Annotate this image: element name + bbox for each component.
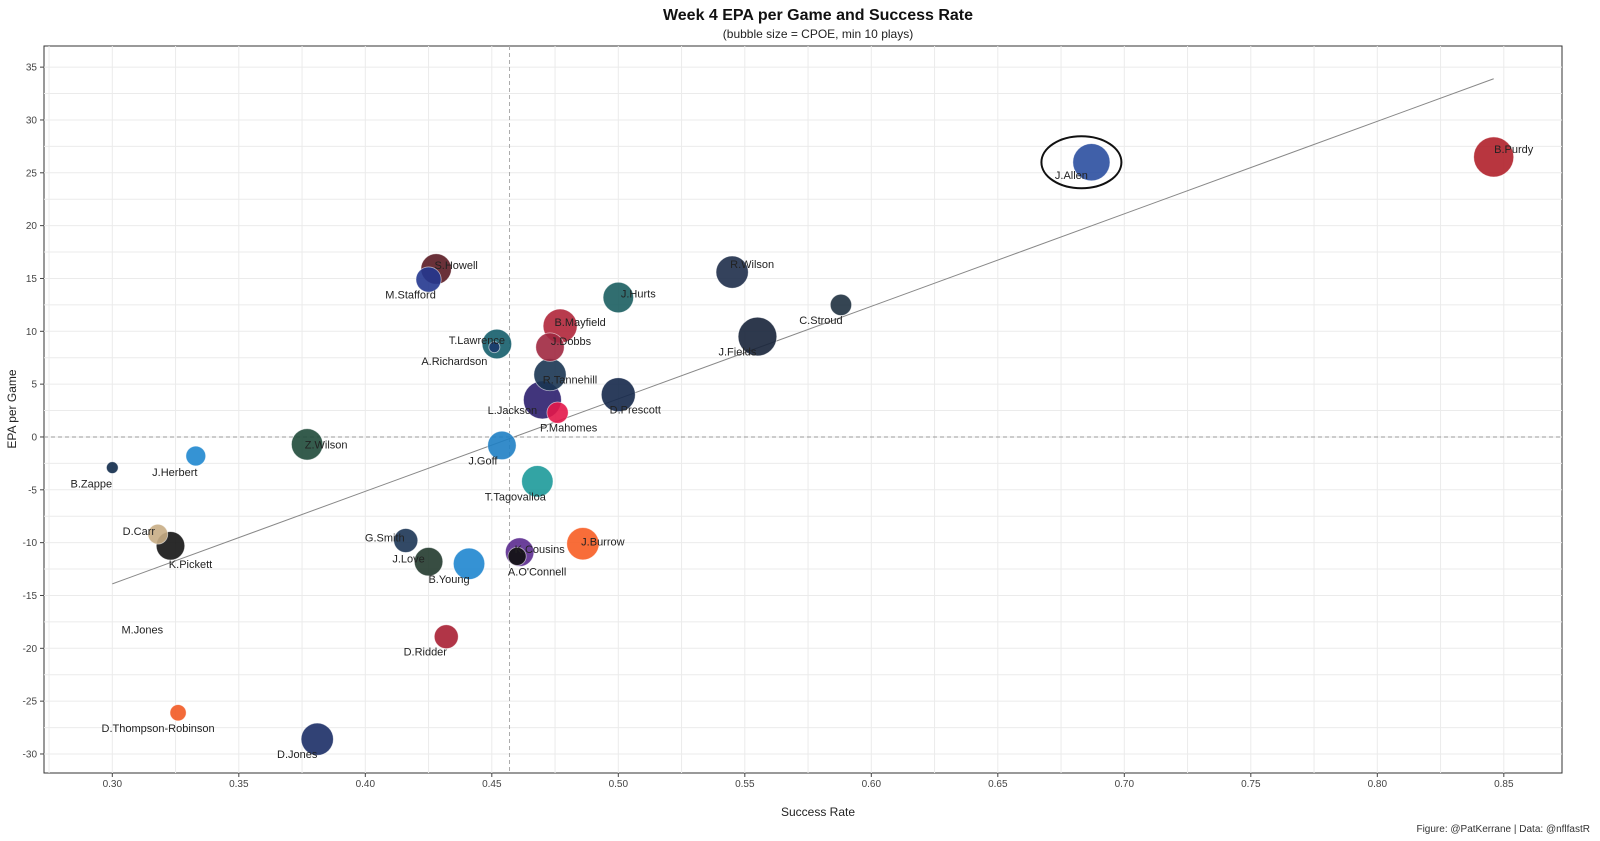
point-label-z-wilson: Z.Wilson: [305, 439, 348, 451]
point-label-p-mahomes: P.Mahomes: [540, 423, 598, 435]
point-label-d-ridder: D.Ridder: [404, 647, 448, 659]
point-label-c-stroud: C.Stroud: [799, 315, 842, 327]
bubble-d-carr: [147, 523, 169, 545]
bubble-d-jones: [300, 722, 334, 756]
bubble-j-fields: [737, 316, 778, 357]
point-label-t-tagovailoa: T.Tagovailoa: [485, 491, 547, 503]
x-tick-label: 0.50: [609, 779, 629, 790]
bubble-j-love: [413, 547, 444, 577]
axes: 0.30 0.35 0.40 0.45 0.50 0.55 0.60 0.65 0.70 0.75…: [23, 63, 1514, 790]
x-tick-label: 0.60: [862, 779, 882, 790]
x-tick-label: 0.35: [229, 779, 249, 790]
point-label-a-richardson: A.Richardson: [421, 356, 487, 368]
point-label-b-mayfield: B.Mayfield: [554, 317, 605, 329]
bubble-d-ridder: [433, 624, 459, 650]
bubble-p-mahomes: [546, 401, 569, 424]
bubble-j-hurts: [602, 281, 634, 314]
trend-line: [112, 78, 1494, 585]
point-label-d-prescott: D.Prescott: [610, 405, 661, 417]
chart-caption: Figure: @PatKerrane | Data: @nflfastR: [1416, 824, 1590, 835]
y-tick-label: 15: [26, 274, 38, 285]
bubble-m-stafford: [415, 266, 442, 293]
bubble-b-zappe: [106, 461, 119, 474]
y-tick-label: 30: [26, 115, 38, 126]
point-label-r-wilson: R.Wilson: [730, 259, 774, 271]
x-tick-label: 0.80: [1368, 779, 1388, 790]
y-tick-label: -20: [23, 644, 38, 655]
chart-subtitle: (bubble size = CPOE, min 10 plays): [723, 27, 913, 41]
data-points: [106, 135, 1515, 756]
point-label-b-zappe: B.Zappe: [71, 479, 113, 491]
bubble-j-dobbs: [535, 332, 565, 362]
bubble-a-richardson: [488, 341, 501, 354]
chart-title: Week 4 EPA per Game and Success Rate: [663, 7, 973, 24]
y-tick-label: 25: [26, 168, 38, 179]
bubble-j-allen: [1072, 143, 1111, 182]
plot-area: [43, 45, 1563, 774]
y-tick-label: 5: [31, 380, 37, 391]
point-label-d-carr: D.Carr: [123, 526, 156, 538]
y-tick-label: 0: [31, 432, 37, 443]
point-label-a-o-connell: A.O'Connell: [508, 566, 566, 578]
point-label-j-hurts: J.Hurts: [621, 288, 656, 300]
y-tick-label: 35: [26, 63, 38, 74]
point-label-k-cousins: K.Cousins: [515, 544, 566, 556]
point-label-j-fields: J.Fields: [719, 347, 757, 359]
point-label-j-burrow: J.Burrow: [581, 537, 624, 549]
bubble-j-burrow: [566, 527, 600, 561]
point-label-j-allen: J.Allen: [1055, 170, 1088, 182]
point-label-j-love: J.Love: [392, 554, 424, 566]
point-label-d-thompson-robinson: D.Thompson-Robinson: [102, 723, 215, 735]
bubble-b-young: [452, 547, 486, 580]
x-tick-label: 0.65: [988, 779, 1008, 790]
point-label-b-young: B.Young: [428, 574, 469, 586]
x-tick-label: 0.70: [1115, 779, 1135, 790]
y-tick-label: -25: [23, 697, 38, 708]
point-label-j-herbert: J.Herbert: [152, 467, 197, 479]
bubble-b-purdy: [1473, 136, 1515, 178]
data-labels: B.Purdy J.Allen R.Wilson C.Stroud J.Fields J.…: [71, 144, 1534, 761]
y-tick-label: -30: [23, 749, 38, 760]
bubble-z-wilson: [291, 428, 324, 461]
bubble-c-stroud: [829, 293, 853, 316]
point-label-l-jackson: L.Jackson: [488, 405, 538, 417]
point-label-s-howell: S.Howell: [434, 260, 477, 272]
point-label-k-pickett: K.Pickett: [169, 559, 212, 571]
bubble-g-smith: [393, 528, 419, 553]
bubble-t-tagovailoa: [521, 465, 554, 498]
x-tick-label: 0.40: [356, 779, 376, 790]
x-tick-label: 0.45: [482, 779, 502, 790]
bubble-j-goff: [487, 430, 517, 461]
bubble-j-herbert: [185, 445, 207, 467]
y-axis-title: EPA per Game: [5, 369, 19, 448]
point-label-j-dobbs: J.Dobbs: [551, 336, 592, 348]
y-tick-label: -10: [23, 538, 38, 549]
point-label-b-purdy: B.Purdy: [1494, 144, 1534, 156]
y-tick-label: 20: [26, 221, 38, 232]
point-label-r-tannehill: R.Tannehill: [543, 375, 597, 387]
point-label-g-smith: G.Smith: [365, 533, 405, 545]
panel-border: [43, 45, 1563, 774]
point-label-d-jones: D.Jones: [277, 749, 318, 761]
x-axis-title: Success Rate: [781, 805, 855, 819]
point-label-m-stafford: M.Stafford: [385, 290, 436, 302]
bubble-d-prescott: [600, 377, 636, 413]
bubble-r-wilson: [715, 255, 749, 289]
y-tick-label: 10: [26, 327, 38, 338]
y-tick-label: -5: [28, 485, 37, 496]
bubble-a-o-connell: [507, 546, 527, 566]
point-label-m-jones: M.Jones: [122, 624, 164, 636]
point-label-t-lawrence: T.Lawrence: [449, 335, 505, 347]
x-tick-label: 0.30: [103, 779, 123, 790]
bubble-d-thompson-robinson: [169, 704, 187, 722]
y-tick-label: -15: [23, 591, 38, 602]
x-tick-label: 0.75: [1241, 779, 1261, 790]
x-tick-label: 0.85: [1494, 779, 1514, 790]
x-tick-label: 0.55: [735, 779, 755, 790]
point-label-j-goff: J.Goff: [468, 455, 498, 467]
highlight-ellipse: [1040, 135, 1123, 190]
